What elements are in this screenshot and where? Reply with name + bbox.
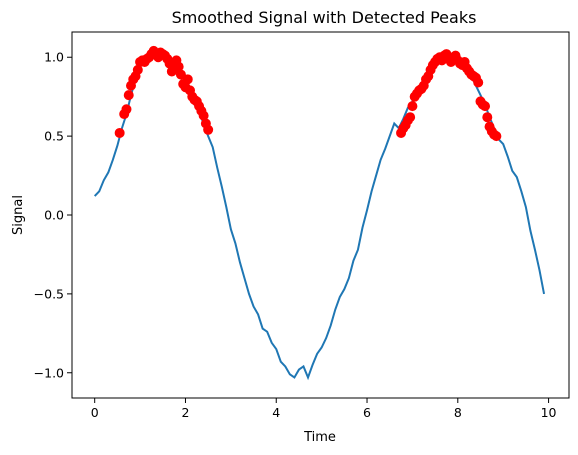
y-axis: −1.0 −0.5 0.0 0.5 1.0 <box>34 50 72 380</box>
peak-marker <box>175 69 186 80</box>
peak-marker <box>482 112 493 123</box>
y-tick-label: 0.5 <box>44 129 64 144</box>
y-tick-label: −1.0 <box>34 365 64 380</box>
peak-marker <box>407 101 418 112</box>
x-tick-label: 4 <box>272 405 280 420</box>
peak-marker <box>182 74 193 85</box>
peak-marker <box>203 124 214 135</box>
x-tick-label: 2 <box>181 405 189 420</box>
peak-markers <box>114 45 502 142</box>
x-axis-label: Time <box>303 430 336 445</box>
x-axis: 0 2 4 6 8 10 <box>91 398 557 420</box>
peak-marker <box>123 90 134 101</box>
peak-marker <box>114 127 125 138</box>
peak-marker <box>480 101 491 112</box>
chart-title: Smoothed Signal with Detected Peaks <box>172 8 477 27</box>
x-tick-label: 8 <box>454 405 462 420</box>
y-tick-label: 1.0 <box>44 50 64 65</box>
peak-marker <box>473 77 484 88</box>
y-axis-label: Signal <box>11 195 26 235</box>
plot-frame <box>71 31 570 399</box>
peak-marker <box>121 104 132 115</box>
y-tick-label: 0.0 <box>44 208 64 223</box>
peak-marker <box>491 131 502 142</box>
x-tick-label: 6 <box>363 405 371 420</box>
x-tick-label: 10 <box>541 405 557 420</box>
x-tick-label: 0 <box>91 405 99 420</box>
peak-marker <box>405 112 416 123</box>
y-tick-label: −0.5 <box>34 286 64 301</box>
